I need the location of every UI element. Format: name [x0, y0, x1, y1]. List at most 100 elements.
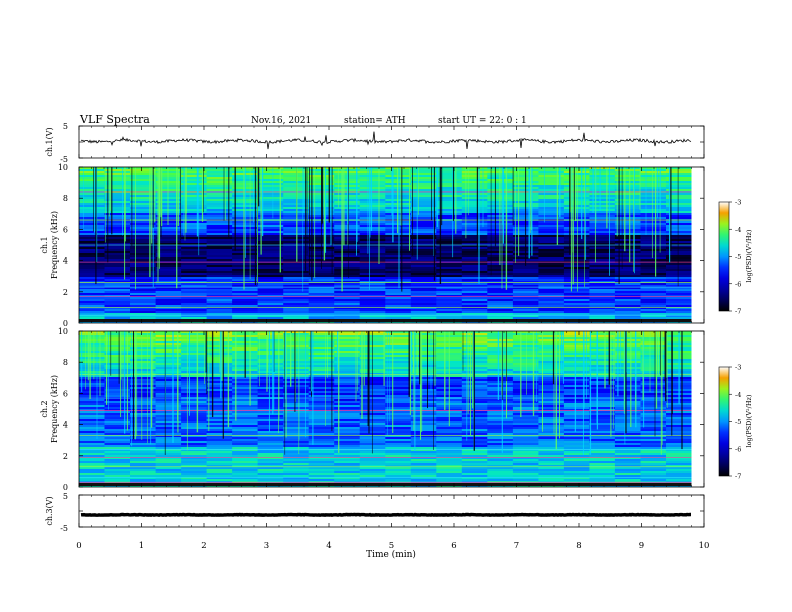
spec2-cell [538, 367, 565, 370]
spec2-cell [487, 379, 514, 382]
spec1-base-strip [79, 319, 692, 322]
spec1-cell [640, 247, 667, 250]
spec2-cell [334, 335, 361, 338]
spec2-cell [257, 343, 284, 346]
spec2-cell [130, 371, 157, 374]
spec1-cell [436, 223, 463, 226]
spec1-cell [563, 301, 590, 304]
spec2-cell [385, 341, 412, 344]
spec2-cell [640, 425, 667, 428]
spec2-cell [538, 433, 565, 436]
spec1-cell [79, 307, 106, 310]
spec2-cell [79, 385, 106, 388]
spec2-cell [512, 429, 539, 432]
spec2-cell [155, 351, 182, 354]
spec1-cell [257, 259, 284, 262]
spec2-cell [79, 391, 106, 394]
spec2-cell [232, 433, 259, 436]
spec1-cell [130, 173, 157, 176]
spec2-cell [104, 437, 131, 440]
spec2-cell [130, 405, 157, 408]
spec1-cell [308, 271, 335, 274]
spec1-cell [538, 267, 565, 270]
spec2-cell [614, 423, 641, 426]
spec2-cell [104, 451, 131, 454]
spec2-cell [410, 437, 437, 440]
spec1-cell [385, 225, 412, 228]
spec2-cell [283, 337, 310, 340]
spec1-cell [359, 199, 386, 202]
spec2-cell [283, 393, 310, 396]
spec1-cell [589, 203, 616, 206]
spec2-cell [257, 415, 284, 418]
spec1-cell [538, 199, 565, 202]
spec1-cell [436, 167, 463, 170]
spec2-cell [410, 461, 437, 464]
spec1-cell [385, 309, 412, 312]
spec1-cell [385, 273, 412, 276]
spec2-cell [512, 349, 539, 352]
spec2-cell [232, 389, 259, 392]
spec1-cell [359, 233, 386, 236]
spec1-cell [385, 241, 412, 244]
ch1-colorbar-label: log(PSD)(V²/Hz) [745, 229, 753, 282]
spec1-cell [666, 231, 692, 234]
spec2-cell [206, 435, 233, 438]
spec1-cell [666, 287, 692, 290]
spec1-cell [308, 289, 335, 292]
spec2-ytick-label-10: 10 [58, 327, 68, 336]
spec1-cell [79, 251, 106, 254]
spec1-cell [104, 257, 131, 260]
spec1-cell [155, 171, 182, 174]
spec1-cell [104, 175, 131, 178]
spec1-cell [410, 193, 437, 196]
spec1-cell [563, 259, 590, 262]
spec1-cell [257, 285, 284, 288]
spec2-cell [589, 469, 616, 472]
spec2-cell [257, 479, 284, 482]
spec1-ytick-label-8: 8 [63, 194, 68, 203]
spec1-cell [410, 245, 437, 248]
spec2-cell [538, 385, 565, 388]
spec1-cell [308, 293, 335, 296]
figure-title: VLF Spectra [79, 113, 150, 126]
spec1-cell [283, 307, 310, 310]
spec2-cell [436, 467, 463, 470]
spec2-cell [283, 445, 310, 448]
spec1-cell [181, 173, 208, 176]
spec1-cell [130, 267, 157, 270]
spec1-cell [257, 175, 284, 178]
spec1-cell [359, 267, 386, 270]
spec2-cell [487, 337, 514, 340]
spec2-cell [512, 473, 539, 476]
spec1-cell [79, 175, 106, 178]
spec2-cell [640, 455, 667, 458]
spec2-cell [385, 469, 412, 472]
spec2-cell [104, 395, 131, 398]
spec1-cell [181, 181, 208, 184]
spec2-cell [283, 351, 310, 354]
spec1-cell [308, 305, 335, 308]
spec2-cell [308, 459, 335, 462]
spec1-cell [206, 277, 233, 280]
ch1-waveform-panel: 5 -5 ch.1(V) [45, 122, 705, 164]
spec2-cell [385, 407, 412, 410]
spec1-cell [308, 273, 335, 276]
spec2-cell [181, 437, 208, 440]
spec2-cell [512, 405, 539, 408]
spec1-cell [410, 215, 437, 218]
spec2-cell [640, 333, 667, 336]
spec1-cell [666, 185, 692, 188]
spec1-cell [410, 213, 437, 216]
spec1-cell [563, 229, 590, 232]
spec2-cell [563, 469, 590, 472]
spec2-cell [181, 341, 208, 344]
spec2-cell [410, 411, 437, 414]
spec1-cell [461, 273, 488, 276]
spec2-cell [232, 449, 259, 452]
spec2-cell [614, 339, 641, 342]
ch3-waveform-line [80, 512, 691, 518]
spec1-cell [104, 241, 131, 244]
spec2-cell [563, 331, 590, 334]
spec1-cell [308, 307, 335, 310]
